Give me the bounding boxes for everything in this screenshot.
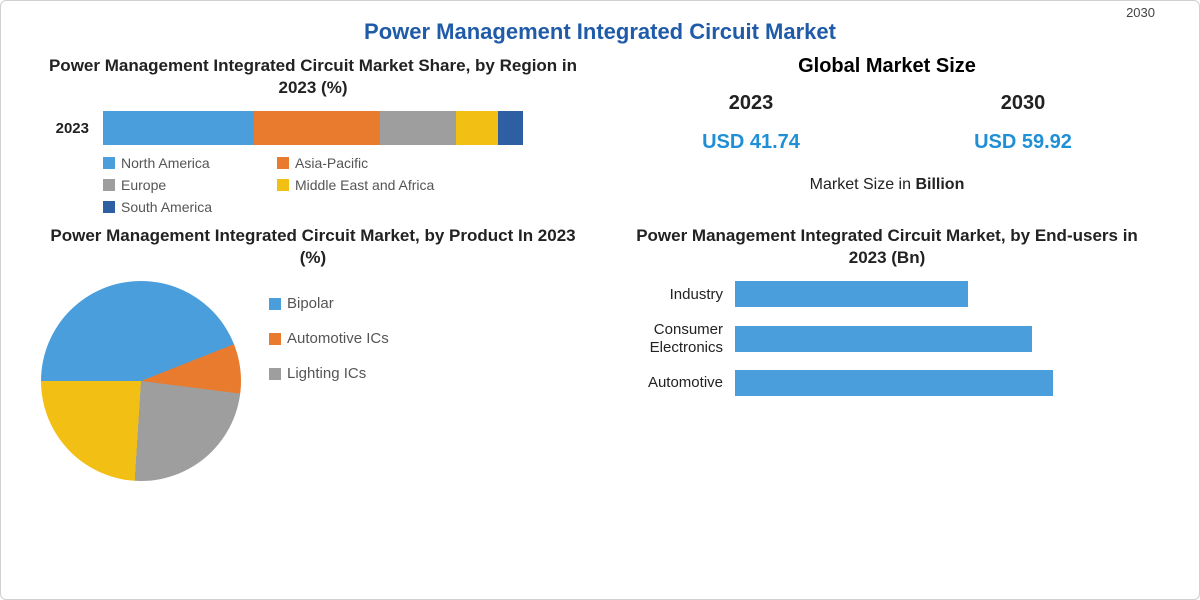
hbar-track [735,326,1159,352]
ms-year-1: 2030 [1001,92,1046,115]
ms-year-0: 2023 [729,92,774,115]
legend-label: Bipolar [287,295,334,312]
product-title: Power Management Integrated Circuit Mark… [41,225,585,269]
legend-item: Bipolar [269,295,419,312]
hbar-track [735,281,1159,307]
hbar-row: Consumer Electronics [615,321,1159,356]
legend-swatch [269,368,281,380]
region-legend: North America Asia-Pacific Europe Middle Ea… [103,155,585,215]
region-segment [498,111,523,145]
market-size-values: USD 41.74 USD 59.92 [615,131,1159,154]
hbar-row: Industry [615,281,1159,307]
legend-label: Lighting ICs [287,365,366,382]
enduser-title: Power Management Integrated Circuit Mark… [615,225,1159,269]
legend-swatch [103,157,115,169]
hbar-label: Automotive [615,374,735,391]
legend-item: Automotive ICs [269,330,419,347]
hbar-fill [735,281,968,307]
legend-swatch [269,333,281,345]
legend-item: Lighting ICs [269,365,419,382]
legend-item: South America [103,199,253,215]
region-segment [380,111,456,145]
market-size-panel: Global Market Size 2023 2030 USD 41.74 U… [615,55,1159,215]
legend-swatch [277,179,289,191]
hbar-row: Automotive [615,370,1159,396]
corner-year: 2030 [1126,5,1155,20]
region-bar-wrap: 2023 [41,111,585,145]
hbar-track [735,370,1159,396]
hbar-label: Industry [615,286,735,303]
legend-label: Europe [121,177,166,193]
legend-swatch [269,298,281,310]
market-size-years: 2023 2030 [615,92,1159,115]
legend-swatch [103,201,115,213]
legend-item: Europe [103,177,253,193]
enduser-bars: Industry Consumer Electronics Automotive [615,281,1159,396]
region-panel: Power Management Integrated Circuit Mark… [41,55,585,215]
hbar-fill [735,326,1032,352]
enduser-panel: Power Management Integrated Circuit Mark… [615,225,1159,481]
legend-label: Asia-Pacific [295,155,368,171]
legend-label: Automotive ICs [287,330,389,347]
region-row-label: 2023 [41,120,89,137]
dashboard-grid: Power Management Integrated Circuit Mark… [1,55,1199,481]
legend-label: North America [121,155,210,171]
legend-item: Asia-Pacific [277,155,427,171]
ms-val-0: USD 41.74 [702,131,800,154]
hbar-fill [735,370,1053,396]
ms-val-1: USD 59.92 [974,131,1072,154]
product-panel: Power Management Integrated Circuit Mark… [41,225,585,481]
hbar-label: Consumer Electronics [615,321,735,356]
legend-label: Middle East and Africa [295,177,434,193]
region-segment [456,111,498,145]
legend-swatch [277,157,289,169]
region-title: Power Management Integrated Circuit Mark… [41,55,585,99]
legend-item: Middle East and Africa [277,177,434,193]
market-size-note: Market Size in Billion [615,176,1159,194]
region-segment [254,111,380,145]
region-stacked-bar [103,111,523,145]
ms-note-bold: Billion [915,176,964,193]
legend-label: South America [121,199,212,215]
legend-swatch [103,179,115,191]
market-size-title: Global Market Size [615,55,1159,78]
region-segment [103,111,254,145]
legend-item: North America [103,155,253,171]
main-title: Power Management Integrated Circuit Mark… [1,1,1199,55]
ms-note-prefix: Market Size in [810,176,916,193]
pie-wrap: Bipolar Automotive ICs Lighting ICs [41,281,585,481]
product-legend: Bipolar Automotive ICs Lighting ICs [269,295,419,382]
product-pie [41,281,241,481]
